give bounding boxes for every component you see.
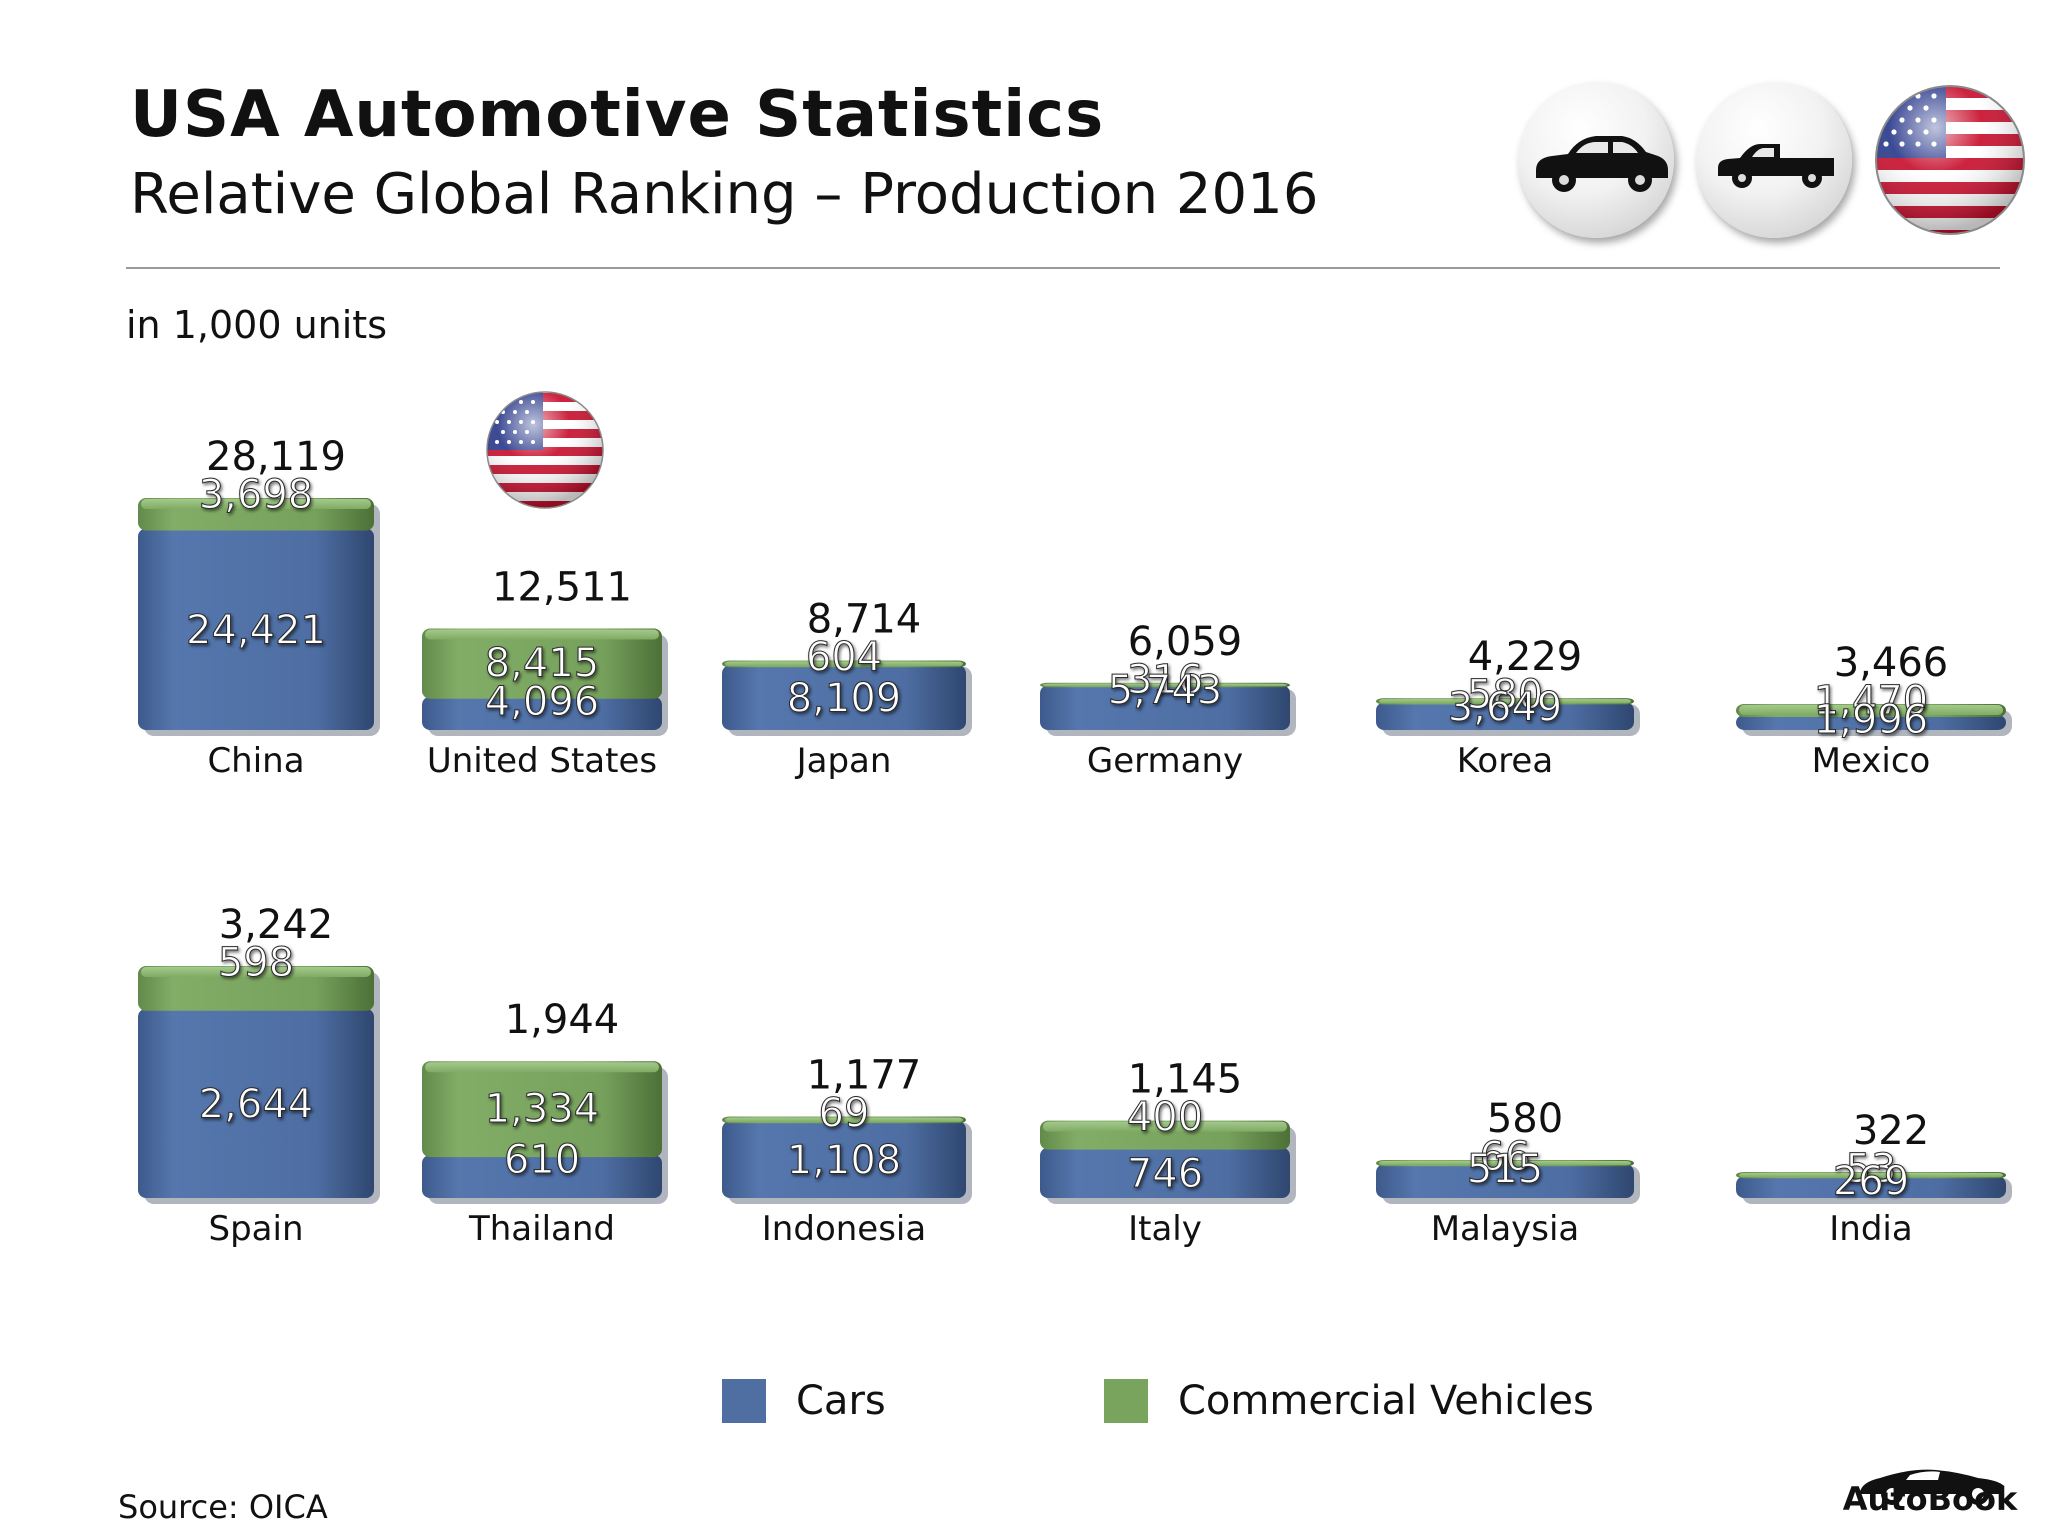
label-commercial-spain: 598 — [218, 940, 294, 986]
header-divider — [126, 267, 2000, 269]
pickup-truck-icon — [1718, 144, 1834, 188]
autobook-logo-icon — [1860, 1469, 2004, 1505]
bar-cars-indonesia — [722, 1121, 966, 1198]
bar-cap-malaysia — [1379, 1160, 1631, 1166]
legend-commercial: Commercial Vehicles — [1104, 1376, 1594, 1426]
category-label-italy: Italy — [1128, 1209, 1202, 1249]
car-icon — [1536, 136, 1668, 192]
united-states-flag-icon — [486, 391, 604, 509]
bar-cars-india — [1736, 1176, 2006, 1198]
category-label-japan: Japan — [795, 741, 892, 781]
bar-cap-italy — [1043, 1121, 1287, 1132]
category-label-spain: Spain — [209, 1209, 304, 1249]
label-cars-united-states: 4,096 — [485, 679, 600, 725]
label-commercial-japan: 604 — [806, 634, 882, 680]
bar-cap-korea — [1379, 699, 1631, 704]
category-label-korea: Korea — [1457, 741, 1553, 781]
bar-cars-italy — [1040, 1147, 1290, 1198]
page-title: USA Automotive Statistics — [130, 78, 1105, 152]
label-commercial-malaysia: 66 — [1480, 1134, 1531, 1180]
label-cars-malaysia: 515 — [1467, 1146, 1543, 1192]
label-commercial-italy: 400 — [1127, 1095, 1203, 1141]
bar-commercial-spain — [138, 966, 374, 1011]
page-subtitle: Relative Global Ranking – Production 201… — [130, 162, 1319, 227]
label-cars-germany: 5,743 — [1108, 667, 1223, 713]
label-commercial-india: 53 — [1846, 1146, 1897, 1192]
label-total-united-states: 12,511 — [492, 564, 632, 610]
bar-cars-united-states — [422, 696, 662, 730]
bar-cap-indonesia — [725, 1117, 963, 1123]
source-note: Source: OICA — [118, 1488, 328, 1526]
legend-commercial-label: Commercial Vehicles — [1178, 1378, 1594, 1424]
label-total-indonesia: 1,177 — [807, 1053, 922, 1099]
legend-cars-label: Cars — [796, 1378, 886, 1424]
label-commercial-china: 3,698 — [199, 472, 314, 518]
usa-flag-icon — [1875, 85, 2025, 235]
bar-cars-germany — [1040, 685, 1290, 730]
units-label: in 1,000 units — [126, 303, 388, 347]
label-cars-korea: 3,649 — [1448, 684, 1563, 730]
category-label-united-states: United States — [427, 741, 657, 781]
label-total-germany: 6,059 — [1128, 619, 1243, 665]
bar-cap-japan — [725, 661, 963, 667]
bar-cap-india — [1739, 1173, 2003, 1178]
label-cars-thailand: 610 — [504, 1137, 580, 1183]
label-commercial-united-states: 8,415 — [485, 641, 600, 687]
bar-cap-united-states — [425, 629, 659, 640]
label-commercial-thailand: 1,334 — [485, 1086, 600, 1132]
category-label-thailand: Thailand — [468, 1209, 615, 1249]
pickup-badge — [1696, 82, 1852, 238]
label-total-malaysia: 580 — [1487, 1096, 1563, 1142]
label-cars-mexico: 1,996 — [1814, 697, 1929, 743]
label-cars-japan: 8,109 — [787, 676, 902, 722]
label-total-japan: 8,714 — [807, 596, 922, 642]
label-cars-italy: 746 — [1127, 1151, 1203, 1197]
bar-cap-thailand — [425, 1062, 659, 1073]
category-label-indonesia: Indonesia — [762, 1209, 926, 1249]
bar-cars-japan — [722, 665, 966, 730]
label-total-korea: 4,229 — [1468, 634, 1583, 680]
bar-cars-korea — [1376, 702, 1634, 730]
category-label-mexico: Mexico — [1812, 741, 1931, 781]
label-commercial-indonesia: 69 — [819, 1091, 870, 1137]
bar-cars-malaysia — [1376, 1164, 1634, 1198]
label-total-india: 322 — [1853, 1108, 1929, 1154]
bar-cap-spain — [141, 967, 371, 977]
category-label-china: China — [207, 741, 304, 781]
legend-commercial-swatch — [1104, 1379, 1148, 1423]
label-cars-spain: 2,644 — [199, 1081, 314, 1127]
legend-cars-swatch — [722, 1379, 766, 1423]
label-total-china: 28,119 — [206, 434, 346, 480]
label-total-spain: 3,242 — [219, 902, 334, 948]
category-label-germany: Germany — [1087, 741, 1243, 781]
label-total-mexico: 3,466 — [1834, 640, 1949, 686]
label-cars-india: 269 — [1833, 1158, 1909, 1204]
bar-commercial-thailand — [422, 1061, 662, 1158]
label-commercial-mexico: 1,470 — [1814, 678, 1929, 724]
bar-commercial-united-states — [422, 628, 662, 699]
label-commercial-germany: 316 — [1127, 657, 1203, 703]
category-label-india: India — [1829, 1209, 1912, 1249]
bar-cars-thailand — [422, 1155, 662, 1198]
car-badge — [1518, 82, 1674, 238]
bar-cars-mexico — [1736, 715, 2006, 730]
label-total-italy: 1,145 — [1128, 1057, 1243, 1103]
brand-name: AutoBook — [1842, 1480, 2018, 1518]
label-commercial-korea: 580 — [1467, 672, 1543, 718]
bar-cap-germany — [1043, 683, 1287, 687]
bar-cap-mexico — [1739, 705, 2003, 715]
label-cars-indonesia: 1,108 — [787, 1138, 902, 1184]
legend-cars: Cars — [722, 1376, 886, 1426]
bar-cars-china — [138, 528, 374, 730]
bar-cap-china — [141, 499, 371, 509]
label-cars-china: 24,421 — [186, 607, 326, 653]
usa-flag-badge — [1872, 82, 2028, 238]
bar-cars-spain — [138, 1008, 374, 1198]
category-label-malaysia: Malaysia — [1431, 1209, 1580, 1249]
label-total-thailand: 1,944 — [505, 997, 620, 1043]
